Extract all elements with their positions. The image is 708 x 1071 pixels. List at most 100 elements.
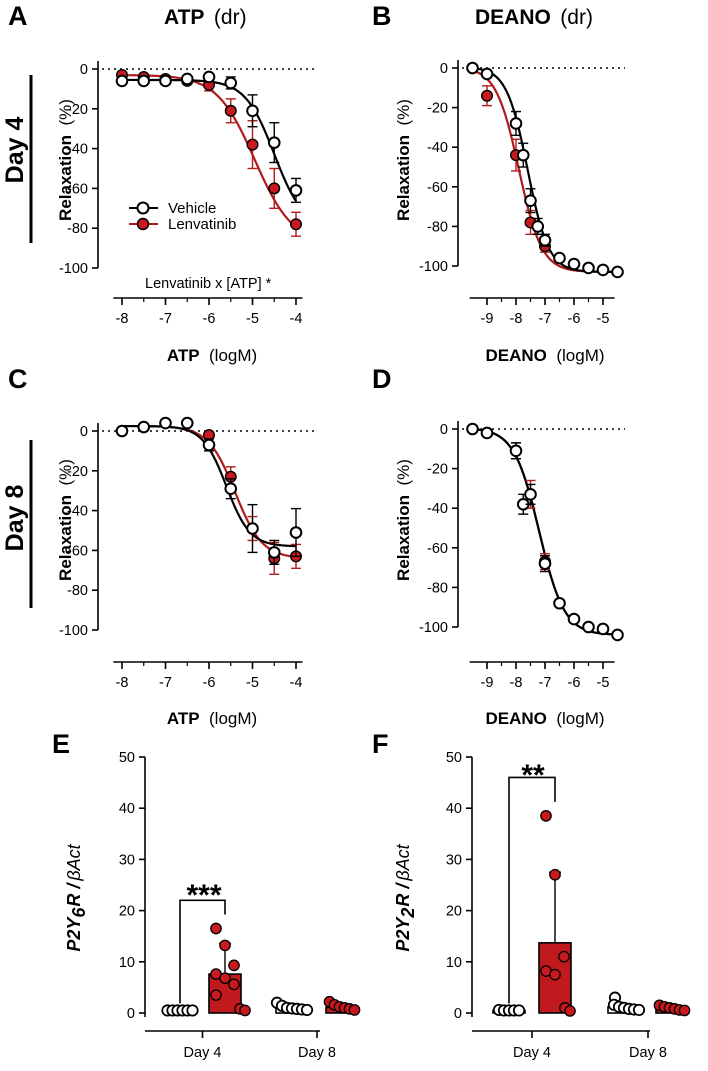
panel-f-category-label: Day 4 xyxy=(513,1045,551,1061)
panel-b-xtick-label: -7 xyxy=(539,311,552,327)
panel-d-point-vehicle xyxy=(466,422,479,436)
panel-a-title: ATP (dr) xyxy=(164,6,247,29)
panel-d-ylabel-bold: Relaxation xyxy=(394,495,413,581)
panel-e-ylabel-gene: P2Y xyxy=(64,916,84,952)
panel-a-point-vehicle xyxy=(246,104,259,118)
panel-b-point-vehicle xyxy=(524,194,537,207)
panel-a-point-lenvatinib xyxy=(268,182,281,195)
panel-c-point-vehicle xyxy=(202,438,216,452)
panel-e-point-lenvatinib xyxy=(239,1004,251,1017)
panel-e-ylabel-norm: βAct xyxy=(64,843,84,881)
panel-d-xtick-label: -6 xyxy=(568,675,581,691)
panel-e-category-label: Day 8 xyxy=(298,1045,336,1061)
panel-f-ylabel: P2Y2R /βAct xyxy=(393,843,418,951)
panel-b-xtick-label: -9 xyxy=(481,311,494,327)
panel-b-point-vehicle xyxy=(553,251,566,265)
panel-f-ytick-label: 10 xyxy=(446,955,462,971)
panel-d-ytick-label: -20 xyxy=(427,462,448,478)
panel-f-ytick-label: 30 xyxy=(446,852,462,868)
panel-e-category-label: Day 4 xyxy=(184,1045,222,1061)
panel-e-ylabel-sub: 6 xyxy=(69,907,89,918)
panel-f-point-lenvatinib xyxy=(549,968,561,981)
panel-c-xlabel-normal: (logM) xyxy=(209,709,257,728)
panel-a-point-vehicle xyxy=(289,184,303,197)
panel-f-significance: ** xyxy=(521,759,545,792)
panel-f-ytick-label: 40 xyxy=(446,801,462,817)
panel-c-xtick-label: -8 xyxy=(116,675,129,691)
panel-d-ytick-label: -80 xyxy=(427,580,448,596)
panel-a-ylabel: Relaxation (%) xyxy=(56,99,75,221)
panel-e-point-lenvatinib xyxy=(210,922,222,935)
panel-e-point-vehicle xyxy=(300,1003,314,1017)
panel-b-plot: 0 -20 -40 -60 -80 -100 -9 -8 -7 -6 -5 xyxy=(419,60,625,327)
panel-a-title-bold: ATP xyxy=(164,6,204,29)
panel-f-ylabel-norm: βAct xyxy=(393,843,413,881)
panel-f-ytick-label: 20 xyxy=(446,904,462,920)
day8-label: Day 8 xyxy=(1,485,29,552)
panel-a-xlabel-bold: ATP xyxy=(167,346,200,365)
panel-d-xtick-label: -7 xyxy=(539,675,552,691)
panel-d-ylabel-normal: (%) xyxy=(394,459,413,485)
panel-b-point-vehicle xyxy=(516,148,530,162)
panel-d-fit-vehicle xyxy=(472,427,618,636)
panel-e-point-lenvatinib xyxy=(219,939,231,952)
panel-c-ylabel-normal: (%) xyxy=(56,459,75,485)
panel-e-ytick-label: 40 xyxy=(119,801,135,817)
panel-d-point-vehicle xyxy=(509,444,523,458)
panel-f-point-lenvatinib xyxy=(678,1004,691,1017)
day4-label: Day 4 xyxy=(1,117,29,184)
panel-e-ylabel-rest: R / xyxy=(64,882,84,907)
panel-b-point-vehicle xyxy=(509,117,523,130)
panel-d-ytick-label: 0 xyxy=(440,422,448,438)
panel-f-point-lenvatinib xyxy=(549,868,561,881)
panel-d-ylabel: Relaxation (%) xyxy=(394,459,413,581)
panel-e-significance: *** xyxy=(186,879,221,912)
panel-b-point-vehicle xyxy=(596,263,610,277)
panel-a-xtick-label: -7 xyxy=(159,311,172,327)
panel-c-plot: 0 -20 -40 -60 -80 -100 -8 -7 -6 -5 -4 xyxy=(59,416,318,691)
panel-d-fit-lenvatinib xyxy=(472,427,618,636)
panel-c-ylabel-bold: Relaxation xyxy=(56,495,75,581)
panel-b-ylabel-bold: Relaxation xyxy=(394,135,413,221)
panel-f-point-vehicle xyxy=(512,1004,526,1017)
panel-d-xtick-label: -8 xyxy=(510,675,523,691)
panel-b-ytick-label: -80 xyxy=(427,219,448,235)
panel-c-point-vehicle xyxy=(115,424,129,438)
panel-d-xlabel-normal: (logM) xyxy=(556,709,604,728)
panel-c-xtick-label: -6 xyxy=(203,675,216,691)
panel-a-xtick-label: -8 xyxy=(116,311,129,327)
legend-vehicle-marker xyxy=(136,201,150,215)
panel-letter-a: A xyxy=(8,1,28,31)
panel-a-ytick-label: -20 xyxy=(67,102,88,118)
panel-letter-f: F xyxy=(372,729,389,759)
panel-b-ytick-label: -60 xyxy=(427,180,448,196)
panel-a-xtick-label: -4 xyxy=(290,311,303,327)
panel-a-xtick-label: -6 xyxy=(203,311,216,327)
panel-a-xlabel: ATP (logM) xyxy=(167,346,257,365)
panel-e-significance-bracket xyxy=(179,899,226,1004)
panel-e-ytick-label: 10 xyxy=(119,955,135,971)
panel-b-xtick-label: -5 xyxy=(597,311,610,327)
panel-a-point-lenvatinib xyxy=(290,218,303,231)
panel-f-category-label: Day 8 xyxy=(629,1045,667,1061)
panel-b-xtick-label: -8 xyxy=(510,311,523,327)
panel-b-title: DEANO (dr) xyxy=(475,6,593,29)
panel-letter-e: E xyxy=(52,729,70,759)
panel-e-point-lenvatinib xyxy=(219,972,231,985)
panel-e-ytick-label: 0 xyxy=(127,1006,135,1022)
panel-d-xlabel: DEANO (logM) xyxy=(485,709,604,728)
panel-d-xtick-label: -9 xyxy=(481,675,494,691)
panel-a-ylabel-bold: Relaxation xyxy=(56,135,75,221)
panel-b-ylabel: Relaxation (%) xyxy=(394,99,413,221)
panel-b-point-vehicle xyxy=(567,257,581,271)
panel-a-ytick-label: 0 xyxy=(80,62,88,78)
panel-d-point-vehicle xyxy=(553,596,566,610)
panel-a-plot: 0 -20 -40 -60 -80 -100 -8 -7 -6 -5 -4 xyxy=(59,61,318,327)
panel-c-point-vehicle xyxy=(267,546,281,559)
panel-c-ytick-label: -40 xyxy=(67,504,88,520)
panel-e-ytick-label: 30 xyxy=(119,852,135,868)
panel-a-ylabel-normal: (%) xyxy=(56,99,75,125)
panel-f-ylabel-rest: R / xyxy=(393,882,413,907)
panel-a-ytick-label: -80 xyxy=(67,221,88,237)
